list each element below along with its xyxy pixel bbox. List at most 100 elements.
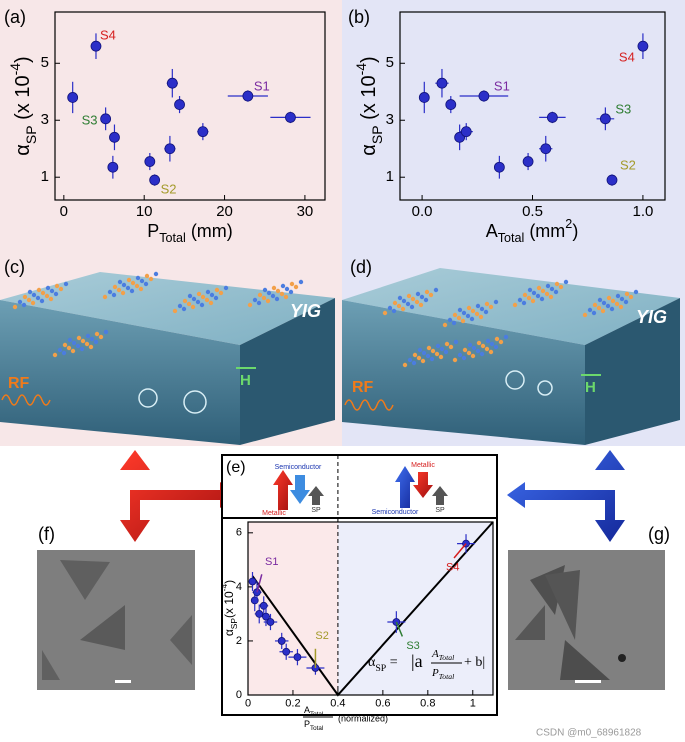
- atom: [592, 302, 598, 308]
- watermark: CSDN @m0_68961828: [536, 728, 642, 739]
- atom: [460, 318, 466, 324]
- rf-wave: [344, 399, 394, 411]
- flake: [60, 560, 110, 600]
- atom: [456, 315, 462, 321]
- text-part: A: [304, 705, 310, 715]
- atom: [425, 353, 431, 359]
- atom: [484, 346, 490, 352]
- atom: [470, 353, 476, 359]
- atom: [382, 310, 388, 316]
- atom: [417, 347, 423, 353]
- atom: [139, 278, 145, 284]
- point: [164, 143, 176, 155]
- flake: [170, 615, 192, 665]
- atom: [88, 344, 94, 350]
- atom: [416, 355, 422, 361]
- slab-front: [342, 300, 585, 445]
- atom: [199, 302, 205, 308]
- label-arrow: [395, 621, 404, 637]
- atom: [148, 276, 154, 282]
- atom: [76, 335, 82, 341]
- atom: [530, 298, 536, 304]
- atom: [89, 336, 95, 342]
- atom: [138, 286, 144, 292]
- y-tick-label: 3: [41, 111, 49, 128]
- atom: [489, 341, 495, 347]
- atom: [144, 273, 150, 279]
- atom: [288, 289, 294, 295]
- atom: [476, 340, 482, 346]
- spiral: [505, 370, 525, 390]
- atom: [252, 297, 258, 303]
- y-tick-label: 1: [386, 168, 394, 185]
- slab-side: [240, 298, 335, 445]
- blue-arrow: [507, 450, 625, 542]
- atom: [582, 312, 588, 318]
- atom: [442, 322, 448, 328]
- point-label: S3: [615, 101, 631, 116]
- atom: [280, 283, 286, 289]
- atom: [45, 285, 51, 291]
- point: [248, 577, 257, 586]
- atom: [426, 345, 432, 351]
- atom: [591, 310, 597, 316]
- text-part: (x 10: [12, 75, 34, 125]
- text-part: (mm): [186, 221, 233, 241]
- atom: [415, 291, 421, 297]
- atom: [36, 287, 42, 293]
- atom: [483, 309, 489, 315]
- text-part: A: [431, 648, 439, 660]
- point-label: S3: [82, 112, 98, 127]
- panel-label: (e): [226, 459, 246, 476]
- sp-arrow: [432, 486, 448, 505]
- rf-wave: [1, 394, 51, 406]
- atom: [261, 295, 267, 301]
- point: [197, 126, 209, 138]
- up-arrow: [395, 466, 415, 508]
- atom: [204, 297, 210, 303]
- xlabel-num: ATotal: [304, 705, 323, 718]
- atom: [480, 343, 486, 349]
- x-axis-label: ATotal (mm2): [486, 217, 579, 245]
- atom: [521, 300, 527, 306]
- atom: [98, 334, 104, 340]
- atom: [182, 298, 188, 304]
- atom: [452, 357, 458, 363]
- atom: [57, 347, 63, 353]
- atom: [121, 282, 127, 288]
- y-tick-label: 5: [386, 54, 394, 71]
- atom: [402, 362, 408, 368]
- x-tick-label: 0: [60, 203, 68, 220]
- particle: [618, 654, 626, 662]
- x-tick-label: 0.6: [375, 698, 390, 710]
- atom: [493, 299, 499, 305]
- atom: [527, 287, 533, 293]
- atom: [214, 287, 220, 293]
- atom: [517, 297, 523, 303]
- atom: [475, 348, 481, 354]
- atom: [181, 306, 187, 312]
- illustrations: YIG YIG RF RF H H: [0, 268, 680, 445]
- point: [418, 92, 430, 103]
- atom: [21, 302, 27, 308]
- atom: [196, 291, 202, 297]
- x-tick-label: 0: [245, 698, 251, 710]
- atom: [79, 346, 85, 352]
- atom: [129, 288, 135, 294]
- atom: [418, 302, 424, 308]
- atom: [479, 351, 485, 357]
- point-label: S1: [494, 78, 510, 93]
- banner-label: Metallic: [262, 510, 286, 517]
- text-part: (x 10: [222, 591, 236, 618]
- atom: [387, 305, 393, 311]
- atom: [70, 348, 76, 354]
- atom: [423, 297, 429, 303]
- panel-label: (d): [350, 257, 372, 277]
- atom: [293, 284, 299, 290]
- atom: [540, 288, 546, 294]
- banner-label: SP: [435, 507, 445, 514]
- atom: [177, 303, 183, 309]
- banner-label: SP: [311, 507, 321, 514]
- text-part: α: [222, 629, 236, 636]
